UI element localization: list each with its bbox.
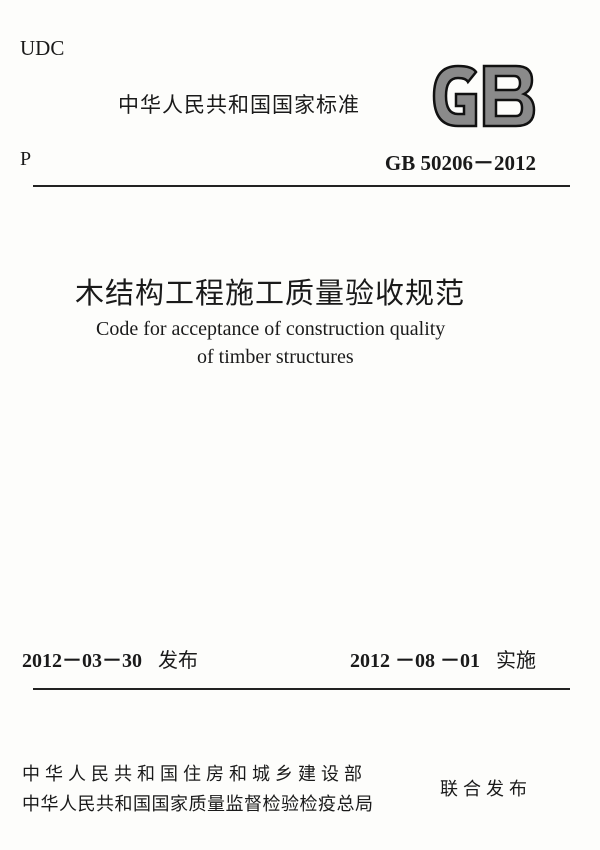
standard-type: 中华人民共和国国家标准 bbox=[118, 93, 360, 117]
udc-label: UDC bbox=[20, 36, 65, 60]
joint-issue-label: 联合发布 bbox=[440, 779, 532, 800]
implement-date: 2012 －08 －01 bbox=[350, 650, 480, 672]
title-english-line2: of timber structures bbox=[197, 346, 354, 368]
title-chinese: 木结构工程施工质量验收规范 bbox=[75, 276, 466, 310]
gb-logo bbox=[428, 62, 538, 130]
divider bbox=[33, 185, 570, 187]
issue-label: 发布 bbox=[158, 648, 198, 672]
standard-code: GB 50206－2012 bbox=[384, 151, 536, 175]
issuer-org-2: 中华人民共和国国家质量监督检验检疫总局 bbox=[22, 794, 374, 815]
title-english-line1: Code for acceptance of construction qual… bbox=[96, 318, 446, 340]
classification-label: P bbox=[20, 148, 32, 170]
issue-date: 2012－03－30 bbox=[22, 650, 142, 672]
implement-label: 实施 bbox=[496, 648, 536, 672]
issue-date-block: 2012－03－30 发布 bbox=[22, 644, 198, 673]
issuer-org-1: 中华人民共和国住房和城乡建设部 bbox=[22, 764, 367, 785]
divider bbox=[33, 688, 570, 690]
implement-date-block: 2012 －08 －01 实施 bbox=[350, 644, 536, 673]
